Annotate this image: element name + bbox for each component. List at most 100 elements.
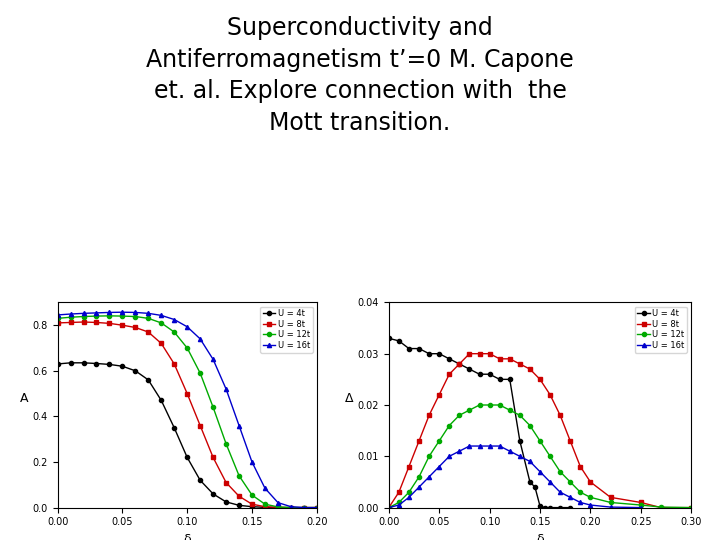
- U = 4t: [248, 503, 256, 510]
- U = 16t: [300, 504, 308, 511]
- U = 4t: [395, 338, 403, 344]
- U = 16t: [465, 443, 474, 449]
- U = 12t: [425, 453, 433, 460]
- U = 16t: [475, 443, 484, 449]
- U = 4t: [425, 350, 433, 357]
- U = 12t: [79, 313, 88, 320]
- U = 16t: [131, 309, 140, 316]
- U = 12t: [526, 422, 534, 429]
- U = 8t: [183, 390, 192, 397]
- U = 8t: [287, 504, 295, 511]
- U = 12t: [274, 504, 282, 510]
- U = 8t: [465, 350, 474, 357]
- U = 4t: [445, 355, 454, 362]
- U = 4t: [300, 504, 308, 511]
- U = 4t: [222, 498, 230, 505]
- U = 16t: [405, 494, 413, 501]
- U = 12t: [183, 345, 192, 351]
- U = 16t: [274, 500, 282, 506]
- U = 16t: [516, 453, 524, 460]
- U = 12t: [170, 329, 179, 335]
- U = 16t: [546, 478, 554, 485]
- U = 16t: [118, 309, 127, 315]
- Line: U = 8t: U = 8t: [55, 320, 319, 510]
- U = 16t: [170, 316, 179, 323]
- U = 12t: [495, 402, 504, 408]
- Line: U = 16t: U = 16t: [55, 310, 319, 510]
- U = 12t: [312, 504, 321, 511]
- U = 4t: [196, 477, 204, 483]
- U = 16t: [395, 502, 403, 508]
- U = 8t: [384, 504, 393, 511]
- U = 12t: [636, 502, 645, 508]
- U = 4t: [405, 346, 413, 352]
- U = 8t: [312, 504, 321, 511]
- U = 4t: [556, 504, 564, 511]
- U = 16t: [485, 443, 494, 449]
- U = 16t: [248, 459, 256, 465]
- Y-axis label: Δ: Δ: [345, 392, 354, 405]
- U = 16t: [79, 310, 88, 316]
- U = 8t: [79, 319, 88, 325]
- U = 16t: [157, 312, 166, 319]
- U = 4t: [541, 504, 549, 511]
- U = 12t: [300, 504, 308, 511]
- Legend: U = 4t, U = 8t, U = 12t, U = 16t: U = 4t, U = 8t, U = 12t, U = 16t: [261, 307, 312, 353]
- U = 16t: [235, 422, 243, 429]
- U = 4t: [66, 360, 75, 366]
- Line: U = 12t: U = 12t: [55, 314, 319, 510]
- U = 8t: [536, 376, 544, 382]
- U = 8t: [131, 324, 140, 330]
- U = 4t: [157, 397, 166, 404]
- U = 16t: [53, 312, 62, 318]
- U = 4t: [235, 502, 243, 509]
- U = 8t: [445, 371, 454, 377]
- U = 12t: [566, 478, 575, 485]
- U = 8t: [516, 361, 524, 367]
- U = 8t: [405, 463, 413, 470]
- U = 16t: [495, 443, 504, 449]
- U = 12t: [395, 499, 403, 505]
- U = 12t: [66, 314, 75, 320]
- Line: U = 4t: U = 4t: [387, 336, 572, 510]
- U = 8t: [606, 494, 615, 501]
- U = 4t: [455, 361, 464, 367]
- U = 8t: [546, 392, 554, 398]
- U = 8t: [566, 437, 575, 444]
- U = 16t: [415, 484, 423, 490]
- U = 16t: [435, 463, 444, 470]
- U = 16t: [222, 386, 230, 392]
- U = 8t: [505, 355, 514, 362]
- U = 16t: [209, 356, 217, 363]
- U = 12t: [687, 504, 696, 511]
- U = 16t: [556, 489, 564, 496]
- U = 16t: [261, 485, 269, 491]
- U = 4t: [312, 504, 321, 511]
- U = 4t: [170, 424, 179, 431]
- U = 8t: [415, 437, 423, 444]
- U = 4t: [465, 366, 474, 373]
- U = 12t: [465, 407, 474, 414]
- Line: U = 12t: U = 12t: [387, 403, 693, 510]
- U = 16t: [196, 336, 204, 342]
- U = 16t: [312, 504, 321, 511]
- U = 8t: [556, 412, 564, 418]
- U = 8t: [144, 329, 153, 335]
- U = 16t: [586, 502, 595, 508]
- U = 16t: [576, 499, 585, 505]
- U = 4t: [505, 376, 514, 382]
- U = 12t: [505, 407, 514, 414]
- U = 12t: [118, 313, 127, 319]
- U = 8t: [395, 489, 403, 496]
- Line: U = 16t: U = 16t: [387, 444, 643, 510]
- U = 8t: [157, 340, 166, 347]
- U = 12t: [657, 504, 665, 510]
- U = 8t: [576, 463, 585, 470]
- U = 16t: [455, 448, 464, 455]
- U = 8t: [586, 478, 595, 485]
- U = 12t: [586, 494, 595, 501]
- U = 8t: [105, 320, 114, 327]
- U = 8t: [196, 422, 204, 429]
- U = 4t: [415, 346, 423, 352]
- U = 12t: [415, 474, 423, 480]
